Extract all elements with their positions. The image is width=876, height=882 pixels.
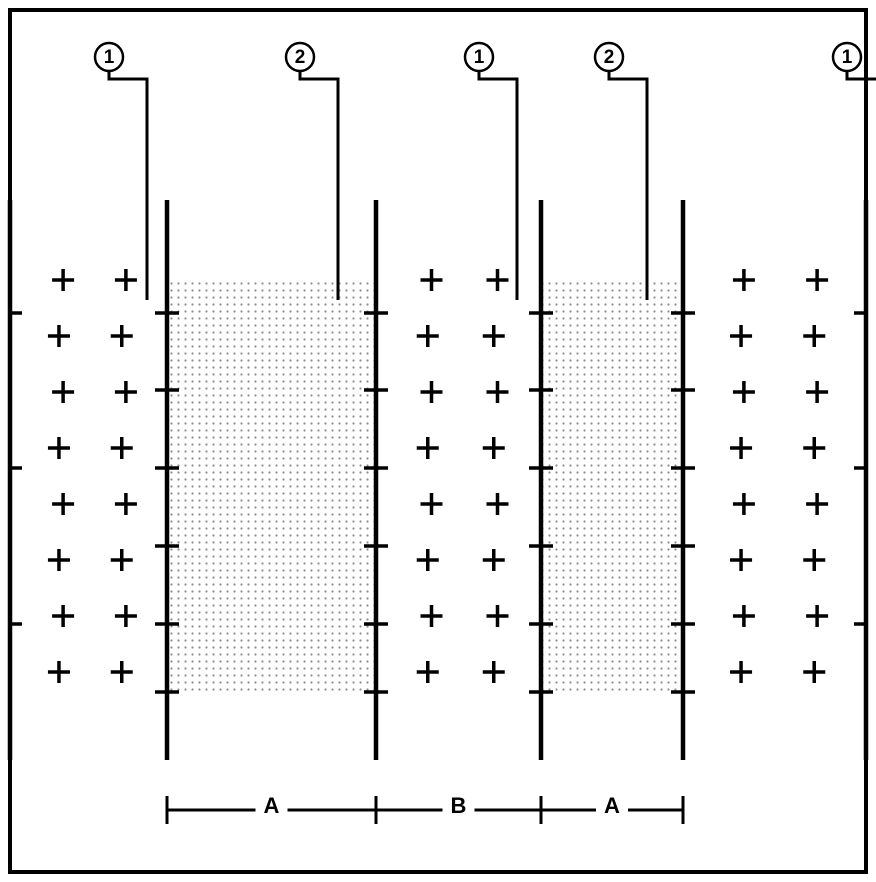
callout-leader [479, 71, 517, 300]
zone-dots [167, 278, 376, 692]
dim-label: B [451, 793, 467, 818]
callout-label: 1 [104, 47, 115, 68]
frame [10, 10, 866, 872]
zone-dots [541, 278, 683, 692]
callout-label: 1 [842, 47, 853, 68]
dim-label: A [604, 793, 620, 818]
callout-label: 2 [604, 47, 615, 68]
callout-label: 2 [295, 47, 306, 68]
dim-label: A [264, 793, 280, 818]
callout-leader [109, 71, 147, 300]
diagram-svg: 1 2 1 2 1 A B A [0, 0, 876, 882]
callout-leader [847, 71, 876, 300]
callout-label: 1 [474, 47, 485, 68]
callout-leader [609, 71, 647, 300]
callout-leader [300, 71, 338, 300]
